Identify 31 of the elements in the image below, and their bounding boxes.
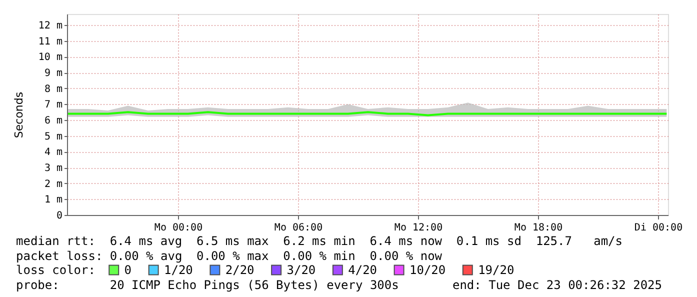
legend-label: 19/20 [478, 263, 514, 277]
legend-label: 10/20 [409, 263, 446, 277]
y-tick-label: 11 m [38, 36, 62, 48]
y-tick-label: 2 m [44, 178, 62, 190]
text: median rtt: 6.4 ms avg 6.5 ms max 6.2 ms min 6.4 ms now 0.1 ms sd 125.7 am/s [16, 234, 623, 248]
y-tick-label: 3 m [44, 163, 62, 174]
x-tick-label: Di 00:00 [634, 222, 683, 234]
legend-label: 3/20 [286, 263, 316, 277]
y-tick-label: 0 [56, 210, 62, 222]
y-tick-label: 9 m [44, 68, 62, 80]
text: end: Tue Dec 23 00:26:32 2025 [452, 278, 662, 292]
y-tick-label: 1 m [44, 194, 62, 206]
x-tick-label: Mo 12:00 [394, 222, 443, 234]
text: packet loss: 0.00 % avg 0.00 % max 0.00 % min 0.00 % now [16, 249, 443, 263]
y-tick-label: 7 m [44, 100, 62, 111]
y-tick-label: 6 m [44, 116, 62, 127]
x-tick-label: Mo 06:00 [274, 222, 323, 234]
legend-label: 0 [124, 263, 132, 277]
legend-title: loss color: [16, 263, 96, 277]
legend-label: 1/20 [164, 263, 193, 277]
text: probe: 20 ICMP Echo Pings (56 Bytes) every 300s [16, 278, 399, 292]
y-tick-label: 8 m [44, 84, 62, 95]
x-tick-label: Mo 00:00 [154, 222, 203, 234]
y-tick-label: 4 m [44, 147, 62, 158]
x-tick-label: Mo 18:00 [514, 222, 563, 234]
y-tick-label: 12 m [38, 20, 62, 32]
legend-label: 4/20 [348, 263, 378, 277]
y-tick-label: 10 m [38, 52, 62, 64]
y-tick-label: 5 m [44, 131, 62, 142]
y-axis-title: Seconds [12, 92, 26, 138]
legend-label: 2/20 [225, 263, 254, 277]
